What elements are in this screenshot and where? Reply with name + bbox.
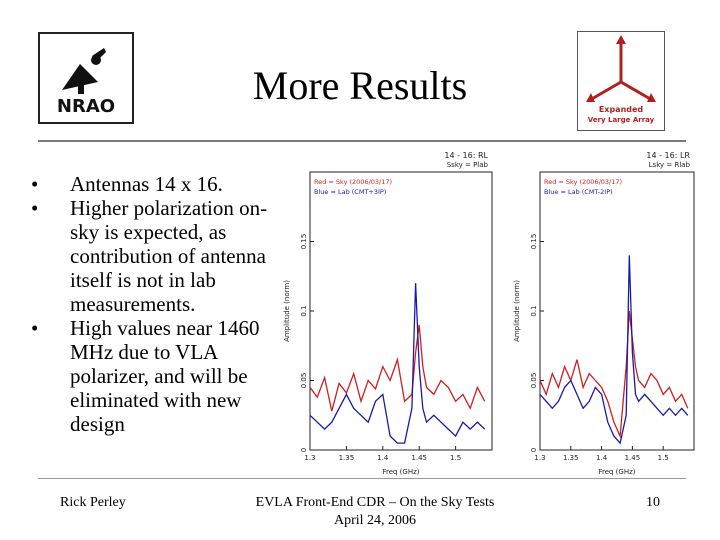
chart-title: 14 - 16: RL — [444, 151, 488, 160]
series-line — [539, 310, 689, 439]
bullet-list: • Antennas 14 x 16. • Higher polarizatio… — [30, 172, 270, 436]
x-tick-label: 1.35 — [339, 454, 355, 462]
bullet-text: Antennas 14 x 16. — [70, 172, 223, 196]
bullet-item: • High values near 1460 MHz due to VLA p… — [30, 316, 270, 436]
x-tick-label: 1.5 — [450, 454, 461, 462]
y-tick-label: 0.15 — [300, 234, 308, 250]
y-tick-label: 0.1 — [530, 305, 538, 316]
plot-frame — [539, 171, 695, 451]
y-axis-label: Amplitude (norm) — [283, 280, 291, 342]
x-tick-label: 1.45 — [625, 454, 641, 462]
y-tick-label: 0 — [530, 448, 538, 452]
footer-event-line1: EVLA Front-End CDR – On the Sky Tests — [255, 495, 495, 510]
plot-left: 14 - 16: RL Ssky = Plab Red = Sky (2006/03… — [280, 148, 498, 478]
x-tick-label: 1.45 — [411, 454, 427, 462]
bullet-item: • Antennas 14 x 16. — [30, 172, 270, 196]
chart-subtitle: Ssky = Plab — [447, 161, 489, 169]
y-tick-label: 0.1 — [300, 305, 308, 316]
evla-logo-text-1: Expanded — [599, 105, 644, 114]
x-axis-label: Freq (GHz) — [382, 468, 419, 476]
x-tick-label: 1.3 — [304, 454, 315, 462]
evla-logo: Expanded Very Large Array — [577, 31, 665, 131]
header-divider — [38, 140, 686, 142]
series-line — [309, 324, 486, 412]
x-tick-label: 1.3 — [534, 454, 545, 462]
footer-page-number: 10 — [646, 495, 660, 510]
footer-event: EVLA Front-End CDR – On the Sky Tests Ap… — [240, 494, 510, 530]
evla-logo-graphic: Expanded Very Large Array — [586, 35, 656, 124]
x-tick-label: 1.4 — [377, 454, 389, 462]
series-line — [539, 255, 689, 445]
chart-title: 14 - 16: LR — [646, 151, 690, 160]
y-axis-label: Amplitude (norm) — [513, 280, 521, 342]
nrao-logo: NRAO — [38, 32, 134, 124]
bullet-text: High values near 1460 MHz due to VLA pol… — [70, 316, 260, 436]
legend-entry: Blue = Lab (CMT+3IP) — [314, 188, 386, 196]
series-line — [309, 283, 486, 444]
slide-title: More Results — [252, 63, 468, 108]
bullet-item: • Higher polarization on-sky is expected… — [30, 196, 270, 316]
plot-frame — [309, 171, 493, 451]
x-axis-label: Freq (GHz) — [598, 468, 635, 476]
bullet-symbol: • — [31, 172, 39, 196]
footer-author: Rick Perley — [60, 495, 126, 510]
nrao-logo-text: NRAO — [57, 96, 115, 117]
x-tick-label: 1.4 — [596, 454, 608, 462]
footer-event-line2: April 24, 2006 — [333, 513, 417, 528]
legend-entry: Red = Sky (2006/03/17) — [544, 178, 622, 186]
bullet-text: Higher polarization on-sky is expected, … — [70, 196, 268, 316]
legend-entry: Red = Sky (2006/03/17) — [314, 178, 392, 186]
x-tick-label: 1.5 — [658, 454, 669, 462]
bullet-symbol: • — [31, 316, 39, 340]
legend-entry: Blue = Lab (CMT-2IP) — [544, 188, 613, 196]
plot-right: 14 - 16: LR Lsky = Rlab Red = Sky (2006/03… — [510, 148, 700, 478]
y-tick-label: 0 — [300, 448, 308, 452]
nrao-logo-graphic: NRAO — [44, 38, 128, 118]
x-tick-label: 1.35 — [563, 454, 579, 462]
y-tick-label: 0.15 — [530, 234, 538, 250]
footer-divider — [38, 478, 686, 479]
y-tick-label: 0.05 — [530, 373, 538, 389]
chart-subtitle: Lsky = Rlab — [649, 161, 691, 169]
bullet-symbol: • — [31, 196, 39, 220]
y-tick-label: 0.05 — [300, 373, 308, 389]
evla-logo-text-2: Very Large Array — [588, 116, 655, 124]
